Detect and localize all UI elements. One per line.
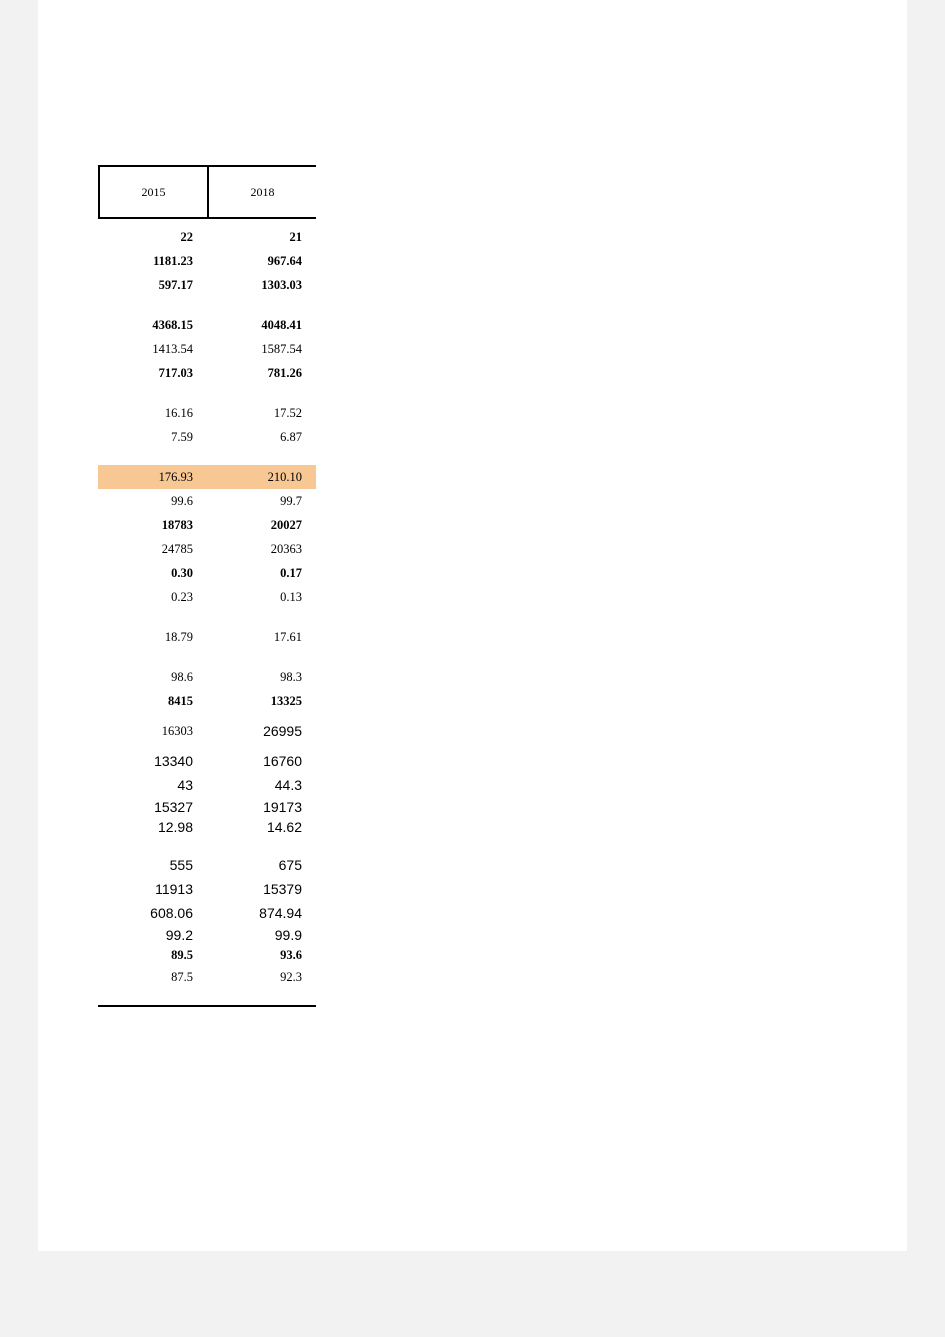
spacer-row xyxy=(98,837,316,853)
table-row: 1532719173 xyxy=(98,797,316,817)
table-header: 2015 2018 xyxy=(98,165,316,219)
table-row: 99.699.7 xyxy=(98,489,316,513)
document-page: 2015 2018 22211181.23967.64597.171303.03… xyxy=(38,0,907,1251)
table-row: 717.03781.26 xyxy=(98,361,316,385)
cell-2015: 555 xyxy=(98,857,207,874)
cell-2018: 20027 xyxy=(207,518,316,533)
cell-2015: 0.23 xyxy=(98,590,207,605)
table-row: 1181.23967.64 xyxy=(98,249,316,273)
cell-2018: 16760 xyxy=(207,753,316,770)
cell-2018: 4048.41 xyxy=(207,318,316,333)
col-header-label: 2015 xyxy=(142,185,166,200)
cell-2018: 17.61 xyxy=(207,630,316,645)
table-row: 87.592.3 xyxy=(98,965,316,989)
cell-2015: 608.06 xyxy=(98,905,207,922)
cell-2015: 98.6 xyxy=(98,670,207,685)
table-row: 555675 xyxy=(98,853,316,877)
cell-2018: 6.87 xyxy=(207,430,316,445)
cell-2018: 20363 xyxy=(207,542,316,557)
cell-2018: 99.7 xyxy=(207,494,316,509)
spacer-row xyxy=(98,385,316,401)
cell-2015: 4368.15 xyxy=(98,318,207,333)
cell-2018: 967.64 xyxy=(207,254,316,269)
cell-2015: 8415 xyxy=(98,694,207,709)
cell-2018: 675 xyxy=(207,857,316,874)
table-row: 16.1617.52 xyxy=(98,401,316,425)
cell-2015: 1181.23 xyxy=(98,254,207,269)
cell-2018: 0.17 xyxy=(207,566,316,581)
cell-2015: 24785 xyxy=(98,542,207,557)
cell-2018: 14.62 xyxy=(207,819,316,836)
table-row: 89.593.6 xyxy=(98,945,316,965)
cell-2015: 43 xyxy=(98,777,207,794)
spacer-row xyxy=(98,649,316,665)
cell-2018: 210.10 xyxy=(207,470,316,485)
table-row: 12.9814.62 xyxy=(98,817,316,837)
table-row: 2221 xyxy=(98,225,316,249)
cell-2015: 12.98 xyxy=(98,819,207,836)
table-row: 1413.541587.54 xyxy=(98,337,316,361)
cell-2018: 781.26 xyxy=(207,366,316,381)
col-header-2015: 2015 xyxy=(98,167,209,219)
table-row: 0.230.13 xyxy=(98,585,316,609)
cell-2018: 874.94 xyxy=(207,905,316,922)
cell-2018: 15379 xyxy=(207,881,316,898)
table-row: 841513325 xyxy=(98,689,316,713)
cell-2015: 15327 xyxy=(98,799,207,816)
table-row: 1878320027 xyxy=(98,513,316,537)
cell-2015: 18.79 xyxy=(98,630,207,645)
cell-2018: 1303.03 xyxy=(207,278,316,293)
cell-2015: 13340 xyxy=(98,753,207,770)
cell-2018: 21 xyxy=(207,230,316,245)
cell-2018: 93.6 xyxy=(207,948,316,963)
cell-2015: 597.17 xyxy=(98,278,207,293)
cell-2018: 1587.54 xyxy=(207,342,316,357)
cell-2015: 87.5 xyxy=(98,970,207,985)
table-row: 18.7917.61 xyxy=(98,625,316,649)
spacer-row xyxy=(98,609,316,625)
spacer-row xyxy=(98,297,316,313)
table-row: 1191315379 xyxy=(98,877,316,901)
col-header-2018: 2018 xyxy=(209,167,316,219)
table-row: 1630326995 xyxy=(98,713,316,749)
cell-2018: 0.13 xyxy=(207,590,316,605)
cell-2015: 99.6 xyxy=(98,494,207,509)
table-row: 608.06874.94 xyxy=(98,901,316,925)
cell-2015: 1413.54 xyxy=(98,342,207,357)
table-row: 99.299.9 xyxy=(98,925,316,945)
table-row: 0.300.17 xyxy=(98,561,316,585)
cell-2015: 176.93 xyxy=(98,470,207,485)
cell-2015: 89.5 xyxy=(98,948,207,963)
cell-2018: 44.3 xyxy=(207,777,316,794)
table-row: 2478520363 xyxy=(98,537,316,561)
cell-2015: 717.03 xyxy=(98,366,207,381)
table-row: 4368.154048.41 xyxy=(98,313,316,337)
cell-2015: 0.30 xyxy=(98,566,207,581)
cell-2018: 98.3 xyxy=(207,670,316,685)
table-row: 597.171303.03 xyxy=(98,273,316,297)
spacer-row xyxy=(98,989,316,1005)
spacer-row xyxy=(98,449,316,465)
table-row: 176.93210.10 xyxy=(98,465,316,489)
cell-2015: 11913 xyxy=(98,881,207,898)
table-body: 22211181.23967.64597.171303.034368.15404… xyxy=(98,219,316,1007)
data-table: 2015 2018 22211181.23967.64597.171303.03… xyxy=(98,165,316,1007)
table-row: 98.698.3 xyxy=(98,665,316,689)
table-row: 1334016760 xyxy=(98,749,316,773)
cell-2018: 17.52 xyxy=(207,406,316,421)
table-row: 7.596.87 xyxy=(98,425,316,449)
cell-2018: 19173 xyxy=(207,799,316,816)
cell-2018: 92.3 xyxy=(207,970,316,985)
cell-2015: 7.59 xyxy=(98,430,207,445)
cell-2015: 16303 xyxy=(98,724,207,739)
cell-2018: 13325 xyxy=(207,694,316,709)
table-row: 4344.3 xyxy=(98,773,316,797)
cell-2018: 26995 xyxy=(207,723,316,740)
cell-2015: 18783 xyxy=(98,518,207,533)
cell-2015: 22 xyxy=(98,230,207,245)
cell-2015: 16.16 xyxy=(98,406,207,421)
cell-2018: 99.9 xyxy=(207,927,316,944)
col-header-label: 2018 xyxy=(251,185,275,200)
cell-2015: 99.2 xyxy=(98,927,207,944)
